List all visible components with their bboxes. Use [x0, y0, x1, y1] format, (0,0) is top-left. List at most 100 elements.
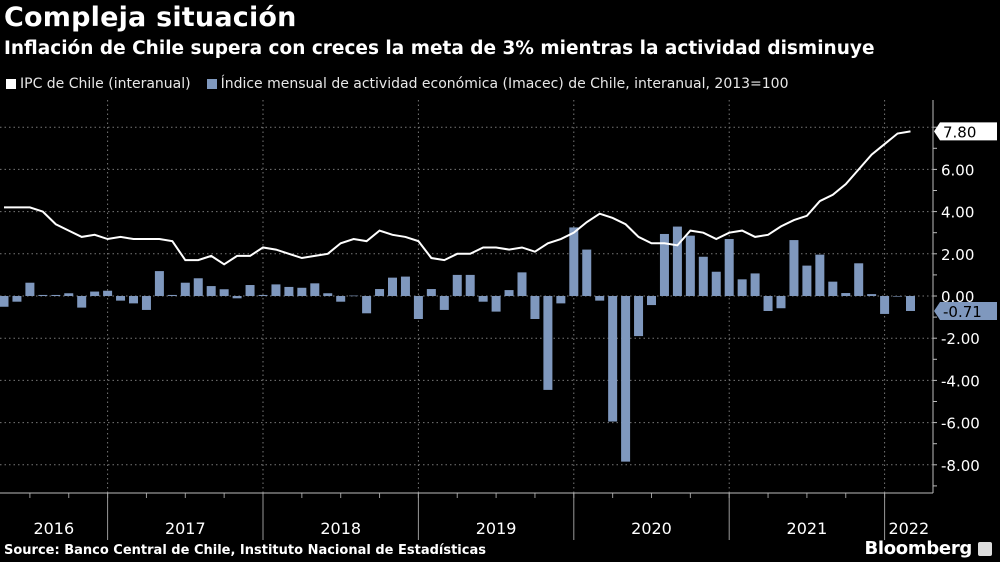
imacec-bar — [245, 285, 255, 296]
imacec-bar — [400, 276, 410, 296]
ipc-last-value-label: 7.80 — [943, 123, 976, 141]
imacec-bar — [698, 256, 708, 296]
chart-subtitle: Inflación de Chile supera con creces la … — [4, 38, 875, 59]
imacec-bar — [452, 274, 462, 296]
imacec-bar — [141, 296, 151, 310]
imacec-bar — [608, 296, 618, 422]
imacec-bar — [167, 294, 177, 296]
imacec-bar — [336, 296, 346, 302]
imacec-bar — [25, 282, 35, 296]
legend-swatch-imacec — [206, 79, 217, 89]
imacec-bar — [64, 293, 74, 296]
imacec-bar — [90, 291, 100, 296]
imacec-bar — [310, 283, 320, 296]
imacec-bar — [828, 281, 838, 296]
imacec-bar — [51, 294, 61, 296]
imacec-bar — [893, 296, 903, 297]
y-tick-label: -2.00 — [941, 330, 980, 348]
legend-swatch-ipc — [6, 79, 16, 89]
imacec-bar — [750, 273, 760, 296]
imacec-bar — [439, 296, 449, 310]
imacec-bar — [672, 226, 682, 296]
imacec-bar — [569, 227, 579, 296]
imacec-last-value-label: -0.71 — [943, 303, 982, 321]
x-tick-label: 2017 — [165, 519, 206, 538]
y-tick-label: -6.00 — [941, 415, 980, 433]
y-tick-label: 4.00 — [941, 204, 974, 222]
imacec-bar — [129, 296, 138, 304]
imacec-bar — [0, 296, 9, 307]
imacec-bar — [219, 289, 229, 296]
y-tick-label: 6.00 — [941, 161, 974, 179]
y-tick-label: 0.00 — [941, 288, 974, 306]
imacec-bar — [543, 296, 553, 390]
x-tick-label: 2019 — [476, 519, 517, 538]
imacec-bar — [815, 254, 825, 296]
imacec-bar — [491, 296, 501, 312]
imacec-bar — [284, 286, 294, 296]
y-tick-label: -4.00 — [941, 372, 980, 390]
imacec-bar — [621, 296, 631, 462]
imacec-bar — [465, 274, 475, 296]
bloomberg-logo: Bloomberg — [864, 538, 972, 559]
imacec-bar — [426, 289, 436, 296]
imacec-bar — [12, 296, 22, 302]
imacec-bar — [154, 271, 164, 296]
imacec-bar — [841, 293, 851, 296]
legend-label-imacec: Índice mensual de actividad económica (I… — [220, 76, 789, 92]
imacec-bar — [504, 290, 514, 296]
imacec-bar — [375, 289, 385, 296]
imacec-bar — [789, 240, 799, 296]
imacec-bar — [232, 296, 242, 299]
imacec-bar — [388, 277, 397, 296]
x-tick-label: 2022 — [888, 519, 929, 538]
imacec-bar — [685, 235, 695, 296]
legend-item-ipc: IPC de Chile (interanual) — [6, 76, 191, 92]
imacec-bar — [711, 271, 721, 296]
imacec-bar — [206, 286, 216, 296]
imacec-last-value-label-box — [934, 301, 997, 320]
imacec-bar — [802, 265, 812, 296]
imacec-bar — [906, 296, 915, 311]
imacec-bar — [38, 294, 48, 296]
imacec-bar — [867, 294, 877, 296]
imacec-bar — [595, 296, 605, 301]
imacec-bar — [647, 296, 656, 306]
y-tick-label: 2.00 — [941, 246, 974, 264]
imacec-bar — [530, 296, 540, 319]
imacec-bar — [776, 296, 786, 309]
imacec-bar — [180, 282, 190, 296]
imacec-bar — [478, 296, 488, 302]
imacec-bar — [517, 272, 527, 296]
legend: IPC de Chile (interanual) Índice mensual… — [6, 76, 789, 92]
ipc-line — [4, 130, 911, 266]
imacec-bar — [556, 296, 566, 304]
legend-item-imacec: Índice mensual de actividad económica (I… — [206, 76, 789, 92]
imacec-bar — [763, 296, 773, 311]
imacec-bar — [349, 295, 359, 297]
imacec-bar — [77, 296, 87, 308]
imacec-bar — [854, 263, 864, 296]
x-tick-label: 2018 — [320, 519, 361, 538]
imacec-bar — [193, 278, 203, 296]
imacec-bar — [880, 296, 890, 314]
x-tick-label: 2020 — [631, 519, 672, 538]
imacec-bar — [116, 296, 126, 301]
imacec-bar — [258, 294, 268, 296]
imacec-bar — [659, 233, 669, 296]
imacec-bar — [582, 249, 592, 296]
imacec-bar — [103, 290, 113, 296]
x-tick-label: 2016 — [33, 519, 74, 538]
ipc-last-value-label-box — [934, 122, 997, 141]
legend-label-ipc: IPC de Chile (interanual) — [20, 76, 191, 92]
imacec-bar — [737, 279, 747, 296]
imacec-bar — [413, 296, 423, 319]
imacec-bar — [634, 296, 644, 337]
imacec-bar — [724, 239, 734, 296]
bloomberg-chart-icon — [978, 542, 992, 556]
imacec-bar — [323, 293, 333, 296]
source-note: Source: Banco Central de Chile, Institut… — [4, 543, 486, 558]
imacec-bar — [297, 287, 307, 296]
x-tick-label: 2021 — [787, 519, 828, 538]
